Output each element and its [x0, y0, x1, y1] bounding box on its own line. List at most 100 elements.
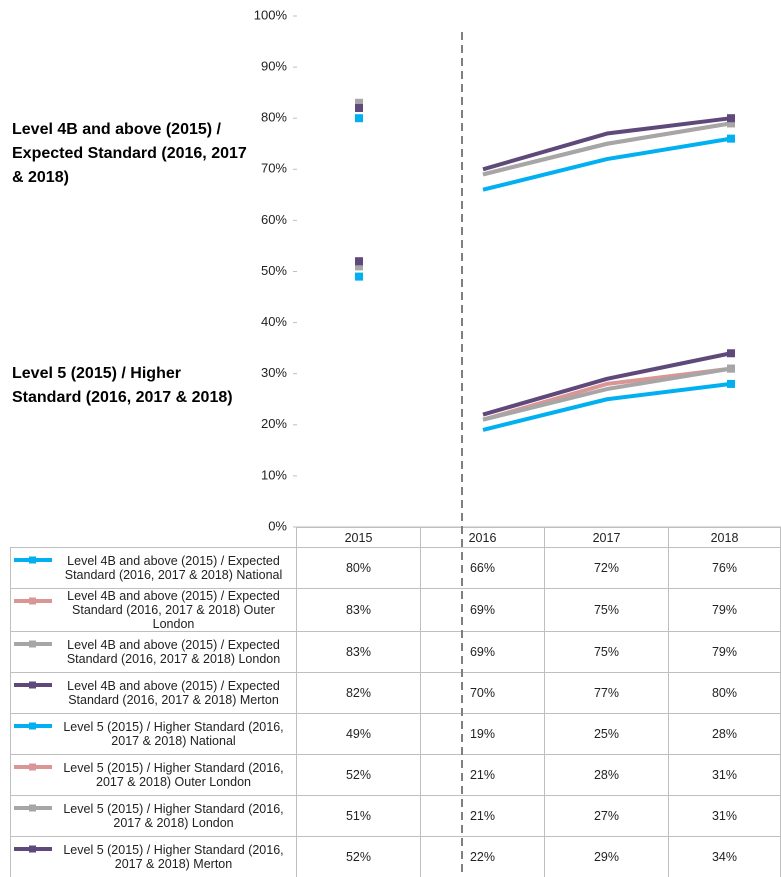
data-label: 29%: [544, 836, 669, 877]
annotation: Level 4B and above (2015) / Expected Sta…: [12, 121, 247, 186]
data-label: 51%: [296, 795, 421, 837]
legend-marker: [29, 597, 36, 605]
legend-label: Level 4B and above (2015) / Expected Sta…: [66, 638, 281, 666]
annotation: Level 5 (2015) / Higher Standard (2016, …: [12, 365, 233, 406]
data-label: 83%: [296, 631, 421, 673]
data-label: 28%: [544, 754, 669, 796]
table-row: Level 5 (2015) / Higher Standard (2016, …: [10, 836, 781, 877]
series-line: [482, 366, 732, 422]
data-label: 28%: [668, 713, 781, 755]
data-label: 72%: [544, 547, 669, 589]
y-tick-label: 20%: [261, 416, 287, 431]
legend-marker: [29, 640, 36, 648]
data-label: 25%: [544, 713, 669, 755]
table-row: Level 5 (2015) / Higher Standard (2016, …: [10, 795, 781, 837]
point: [355, 103, 363, 112]
legend-cell: Level 5 (2015) / Higher Standard (2016, …: [10, 795, 297, 837]
data-label: 69%: [420, 631, 545, 673]
legend-label: Level 5 (2015) / Higher Standard (2016, …: [63, 761, 284, 789]
point: [727, 134, 735, 143]
point: [355, 262, 363, 271]
data-label: 34%: [668, 836, 781, 877]
table-row: Level 4B and above (2015) / Expected Sta…: [10, 672, 781, 714]
y-tick-label: 90%: [261, 59, 287, 74]
data-label: 49%: [296, 713, 421, 755]
series-line: [482, 366, 732, 422]
point: [355, 98, 363, 107]
y-tick-label: 10%: [261, 467, 287, 482]
legend-label: Level 5 (2015) / Higher Standard (2016, …: [63, 720, 284, 748]
y-tick-label: 100%: [254, 7, 288, 22]
legend-marker: [29, 763, 36, 771]
series-line: [482, 351, 732, 417]
y-tick-label: 60%: [261, 212, 287, 227]
data-label: 69%: [420, 588, 545, 632]
legend-cell: Level 4B and above (2015) / Expected Sta…: [10, 547, 297, 589]
y-tick-label: 70%: [261, 161, 287, 176]
point: [727, 364, 735, 373]
legend-marker: [29, 681, 36, 689]
header-row: 2015 2016 2017 2018: [10, 527, 781, 548]
point: [727, 119, 735, 128]
series-line: [482, 136, 732, 192]
point: [727, 349, 735, 358]
table-row: Level 4B and above (2015) / Expected Sta…: [10, 547, 781, 589]
legend-swatch: [14, 597, 52, 605]
x-tick-label: 2017: [544, 527, 669, 548]
legend-swatch: [14, 722, 52, 730]
point: [355, 98, 363, 107]
legend-swatch: [14, 845, 52, 853]
data-table: 2015 2016 2017 2018 Level 4B and above (2015…: [10, 527, 781, 877]
legend-label: Level 5 (2015) / Higher Standard (2016, …: [63, 802, 284, 830]
data-label: 83%: [296, 588, 421, 632]
table-row: Level 5 (2015) / Higher Standard (2016, …: [10, 713, 781, 755]
data-label: 52%: [296, 836, 421, 877]
legend-marker: [29, 845, 36, 853]
legend-label: Level 4B and above (2015) / Expected Sta…: [67, 589, 280, 631]
y-tick-label: 80%: [261, 110, 287, 125]
legend-swatch: [14, 556, 52, 564]
data-label: 75%: [544, 588, 669, 632]
data-label: 21%: [420, 795, 545, 837]
data-label: 21%: [420, 754, 545, 796]
data-label: 27%: [544, 795, 669, 837]
data-label: 70%: [420, 672, 545, 714]
legend-cell: Level 4B and above (2015) / Expected Sta…: [10, 672, 297, 714]
legend-label: Level 4B and above (2015) / Expected Sta…: [64, 554, 283, 582]
data-label: 66%: [420, 547, 545, 589]
legend-cell: Level 5 (2015) / Higher Standard (2016, …: [10, 754, 297, 796]
table-row: Level 5 (2015) / Higher Standard (2016, …: [10, 754, 781, 796]
legend-swatch: [14, 681, 52, 689]
corner: [10, 527, 297, 548]
legend-swatch: [14, 640, 52, 648]
data-label: 79%: [668, 631, 781, 673]
legend-cell: Level 4B and above (2015) / Expected Sta…: [10, 631, 297, 673]
point: [727, 364, 735, 373]
point: [727, 119, 735, 128]
point: [355, 257, 363, 266]
data-label: 80%: [668, 672, 781, 714]
y-tick-label: 30%: [261, 365, 287, 380]
point: [727, 379, 735, 388]
point: [355, 257, 363, 266]
series-line: [482, 116, 732, 172]
data-label: 31%: [668, 754, 781, 796]
point: [355, 114, 363, 123]
x-tick-label: 2016: [420, 527, 545, 548]
series-line: [482, 121, 732, 177]
legend-label: Level 5 (2015) / Higher Standard (2016, …: [63, 843, 284, 871]
table-row: Level 4B and above (2015) / Expected Sta…: [10, 588, 781, 632]
y-tick-label: 50%: [261, 263, 287, 278]
data-label: 19%: [420, 713, 545, 755]
data-label: 77%: [544, 672, 669, 714]
legend-marker: [29, 804, 36, 812]
legend-cell: Level 4B and above (2015) / Expected Sta…: [10, 588, 297, 632]
y-tick-label: 40%: [261, 314, 287, 329]
legend-marker: [29, 556, 36, 564]
data-label: 82%: [296, 672, 421, 714]
data-label: 75%: [544, 631, 669, 673]
legend-cell: Level 5 (2015) / Higher Standard (2016, …: [10, 713, 297, 755]
data-label: 76%: [668, 547, 781, 589]
legend-swatch: [14, 804, 52, 812]
